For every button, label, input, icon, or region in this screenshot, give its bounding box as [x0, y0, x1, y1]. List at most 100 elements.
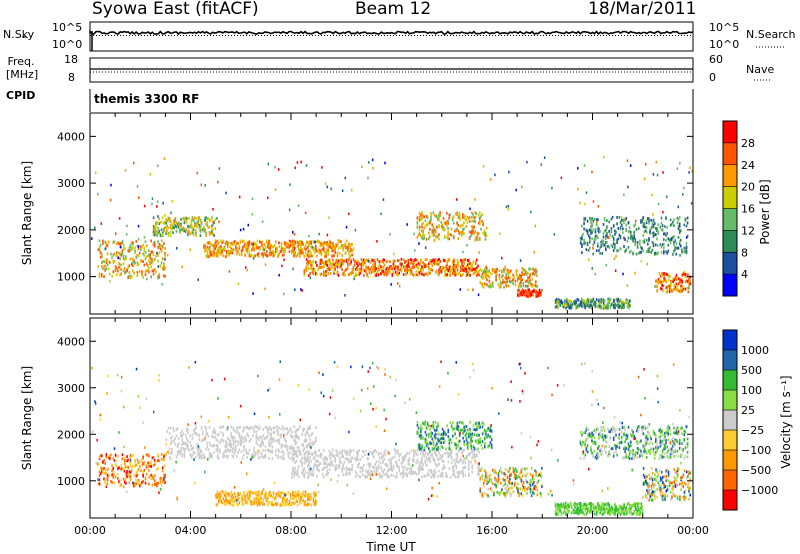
p1-cells-cell [389, 265, 391, 269]
p1-cells-cell [597, 242, 599, 246]
p1-cells-cell [362, 258, 365, 262]
p2-cells-cell [148, 461, 150, 465]
p1-cells-cell [474, 260, 477, 264]
p1-cells-cell [385, 273, 388, 277]
p2-cells-cell [296, 428, 299, 432]
p1-cells-cell [132, 261, 134, 265]
p2-cells-cell [294, 430, 296, 434]
p1-cells-cell [397, 268, 399, 272]
p1-cells-cell [169, 219, 172, 223]
p2-cells-cell [289, 451, 292, 455]
p1-cells-cell [683, 246, 685, 250]
p2-cells-cell [433, 451, 436, 454]
p1-cells-cell [165, 232, 167, 235]
p2-cells-cell [307, 428, 309, 432]
p1-cells-cell [532, 271, 535, 275]
p1-cells-cell [366, 266, 368, 269]
p1-cells-cell [420, 218, 422, 221]
p1-cells-cell [468, 273, 470, 277]
p2-cells-cell [171, 448, 173, 451]
p1-cells-cell [169, 226, 172, 230]
p1-cells-cell [320, 258, 323, 262]
p1-cells-cell [394, 265, 397, 269]
p1-cells-cell [278, 245, 280, 249]
p2-cells-cell [241, 429, 244, 433]
p1-cells-cell [286, 245, 288, 249]
p2-cells-cell [155, 460, 157, 464]
p1-cells-cell [615, 254, 617, 258]
p1-cells-cell [677, 236, 680, 239]
p1-cells-cell [209, 218, 212, 222]
p1-cells-cell [342, 246, 344, 250]
p2-cells-cell [127, 466, 129, 470]
p1-cells-cell [182, 226, 185, 230]
p1-cells-cell [397, 282, 399, 285]
p1-cells-cell [583, 305, 585, 309]
p1-cells-cell [292, 231, 294, 234]
p1-cells-cell [473, 267, 476, 271]
p1-cells-cell [183, 218, 186, 222]
p1-cells-cell [287, 242, 290, 246]
p1-cells-cell [103, 275, 105, 278]
p2-cells-cell [320, 452, 323, 456]
p1-cells-cell [191, 226, 194, 229]
p1-cells-cell [615, 230, 617, 234]
p2-cells-cell [297, 475, 300, 479]
p1-cells-cell [370, 265, 373, 269]
p1-cells-cell [673, 218, 675, 222]
p1-cells-cell [422, 268, 424, 272]
p2-cells-cell [200, 426, 203, 429]
p2-cells-cell [358, 462, 360, 465]
p1-cells-cell [540, 291, 542, 295]
p1-cells-cell [432, 226, 435, 229]
p1-cells-cell [137, 247, 140, 250]
p1-cells-cell [452, 236, 455, 240]
p2-cells-cell [237, 503, 239, 507]
p1-cells-cell [501, 275, 503, 279]
p2-cells-cell [243, 448, 245, 452]
p1-cells-cell [98, 273, 101, 277]
p1-cells-cell [486, 283, 488, 287]
p1-cells-cell [238, 253, 241, 256]
p2-cells-cell [317, 468, 319, 471]
p1-cells-cell [169, 231, 172, 234]
p2-cells-cell [348, 468, 350, 471]
p1-cells-cell [473, 219, 475, 223]
p2-cells-cell [243, 453, 245, 457]
p1-cells-cell [350, 258, 352, 262]
p2-cells-cell [352, 449, 355, 452]
p1-cells-cell [688, 284, 690, 288]
p1-cells-cell [663, 251, 665, 255]
p1-cells-cell [453, 260, 455, 264]
p2-cells-cell [164, 453, 166, 457]
p2-cells-cell [240, 439, 243, 443]
p1-cells-cell [426, 223, 429, 226]
p1-cells-cell [334, 265, 336, 268]
p1-cells-cell [434, 258, 437, 262]
p1-cells-cell [583, 227, 585, 231]
p2-cells-cell [308, 474, 310, 478]
p2-cells-cell [303, 455, 306, 458]
p2-cells-cell [315, 493, 317, 496]
p2-cells-cell [165, 454, 167, 457]
p2-cells-cell [316, 475, 318, 478]
p1-cells-cell [651, 222, 654, 225]
p1-cells-cell [115, 267, 118, 270]
p1-cells-cell [437, 272, 439, 276]
p2-cells-cell [312, 473, 315, 477]
p2-cells-cell [244, 436, 246, 440]
p2-cells-cell [112, 475, 115, 479]
p1-cells-cell [143, 246, 146, 250]
p1-cells-cell [540, 163, 543, 166]
p1-cells-cell [328, 261, 331, 264]
p1-cells-cell [591, 170, 593, 174]
p1-cells-cell [167, 231, 170, 235]
p2-cells-cell [212, 444, 214, 447]
p1-cells-cell [140, 245, 142, 248]
p2-cells-cell [111, 481, 113, 484]
p1-cells-cell [235, 249, 237, 252]
p1-cells-cell [355, 272, 357, 276]
p1-cells-cell [668, 286, 671, 290]
p1-cells-cell [207, 225, 210, 229]
p1-cells-cell [449, 268, 452, 272]
